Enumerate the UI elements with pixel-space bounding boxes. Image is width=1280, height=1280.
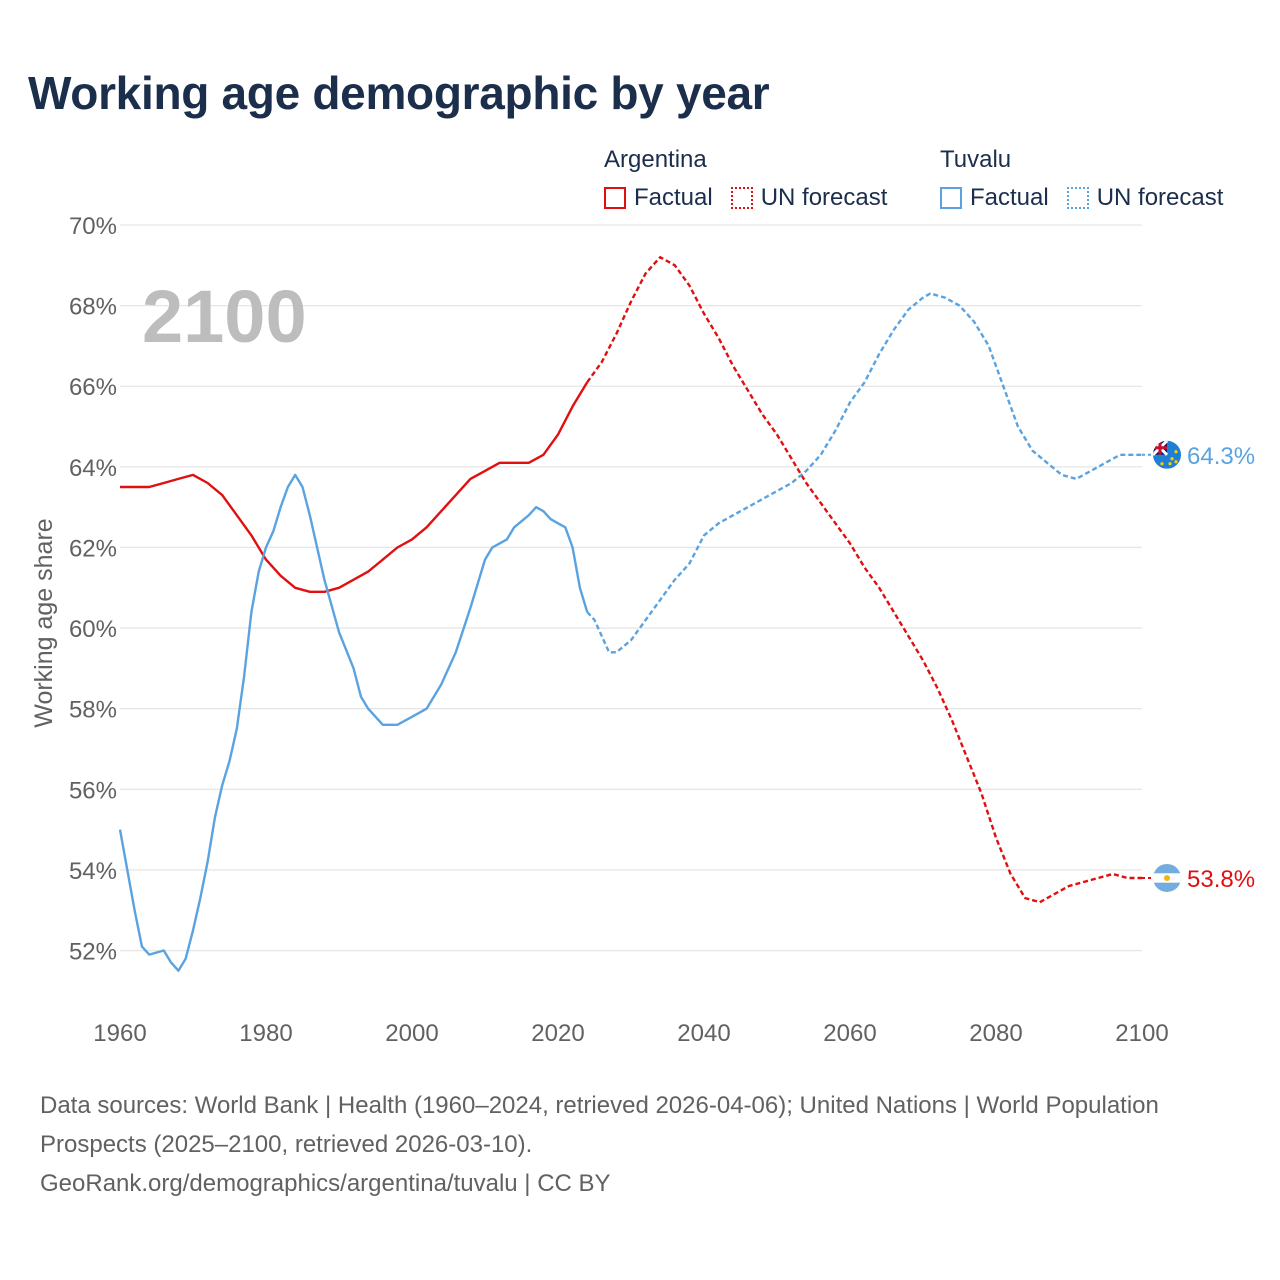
legend-group-name: Argentina xyxy=(604,146,707,173)
end-value-label-argentina: 53.8% xyxy=(1187,866,1255,893)
legend-item-argentina-forecast[interactable]: UN forecast xyxy=(730,184,888,212)
legend-label: Factual xyxy=(970,184,1049,211)
legend-label: Factual xyxy=(634,184,713,211)
legend-swatch-forecast xyxy=(1066,187,1089,209)
legend-swatch-factual xyxy=(604,187,626,209)
footer: Data sources: World Bank | Health (1960–… xyxy=(40,1086,1220,1203)
legend-tuvalu: Tuvalu Factual UN forecast xyxy=(940,146,1241,212)
year-watermark: 2100 xyxy=(142,275,307,358)
y-tick-label: 52% xyxy=(69,939,117,966)
x-tick-label: 2000 xyxy=(385,1020,438,1047)
legend-label: UN forecast xyxy=(760,184,888,211)
y-tick-label: 70% xyxy=(69,213,117,240)
chart-title: Working age demographic by year xyxy=(28,67,770,119)
y-axis-ticks: 52% 54% 56% 58% 60% 62% 64% 66% 68% 70% xyxy=(69,213,117,966)
legend-swatch-factual xyxy=(940,187,962,209)
legend-item-argentina-factual[interactable]: Factual xyxy=(604,184,713,212)
y-axis-label: Working age share xyxy=(30,518,58,727)
x-tick-label: 2060 xyxy=(823,1020,876,1047)
y-tick-label: 54% xyxy=(69,858,117,885)
grid-lines xyxy=(120,224,1142,952)
y-tick-label: 62% xyxy=(69,535,117,562)
legend-item-tuvalu-factual[interactable]: Factual xyxy=(940,184,1049,212)
end-markers: 53.8% 64.3% xyxy=(1142,440,1255,893)
tuvalu-flag-icon xyxy=(1153,440,1181,469)
legend-label: UN forecast xyxy=(1096,184,1224,211)
legend-swatch-forecast xyxy=(730,187,753,209)
legend-item-tuvalu-forecast[interactable]: UN forecast xyxy=(1066,184,1224,212)
y-tick-label: 58% xyxy=(69,697,117,724)
x-tick-label: 2020 xyxy=(531,1020,584,1047)
series-line-argentina-forecast xyxy=(586,255,1142,904)
x-tick-label: 2040 xyxy=(677,1020,730,1047)
y-tick-label: 64% xyxy=(69,455,117,482)
x-axis-ticks: 1960 1980 2000 2020 2040 2060 2080 2100 xyxy=(93,1020,1168,1047)
series-lines xyxy=(118,255,1142,972)
series-line-argentina-factual xyxy=(120,381,589,593)
y-tick-label: 56% xyxy=(69,777,117,804)
x-tick-label: 2080 xyxy=(969,1020,1022,1047)
x-tick-label: 1960 xyxy=(93,1020,146,1047)
credit-line: GeoRank.org/demographics/argentina/tuval… xyxy=(40,1170,611,1197)
line-chart: 52% 54% 56% 58% 60% 62% 64% 66% 68% 70% 1960 1980 2… xyxy=(30,213,1255,1047)
x-tick-label: 2100 xyxy=(1115,1020,1168,1047)
y-tick-label: 60% xyxy=(69,616,117,643)
y-tick-label: 66% xyxy=(69,374,117,401)
data-sources: Data sources: World Bank | Health (1960–… xyxy=(40,1092,1159,1158)
legend-group-name: Tuvalu xyxy=(940,146,1012,173)
end-value-label-tuvalu: 64.3% xyxy=(1187,443,1255,470)
series-line-tuvalu-forecast xyxy=(586,292,1142,654)
x-tick-label: 1980 xyxy=(239,1020,292,1047)
legend-argentina: Argentina Factual UN forecast xyxy=(604,146,905,212)
argentina-flag-icon xyxy=(1153,863,1181,892)
series-line-tuvalu-factual xyxy=(118,473,589,972)
y-tick-label: 68% xyxy=(69,294,117,321)
